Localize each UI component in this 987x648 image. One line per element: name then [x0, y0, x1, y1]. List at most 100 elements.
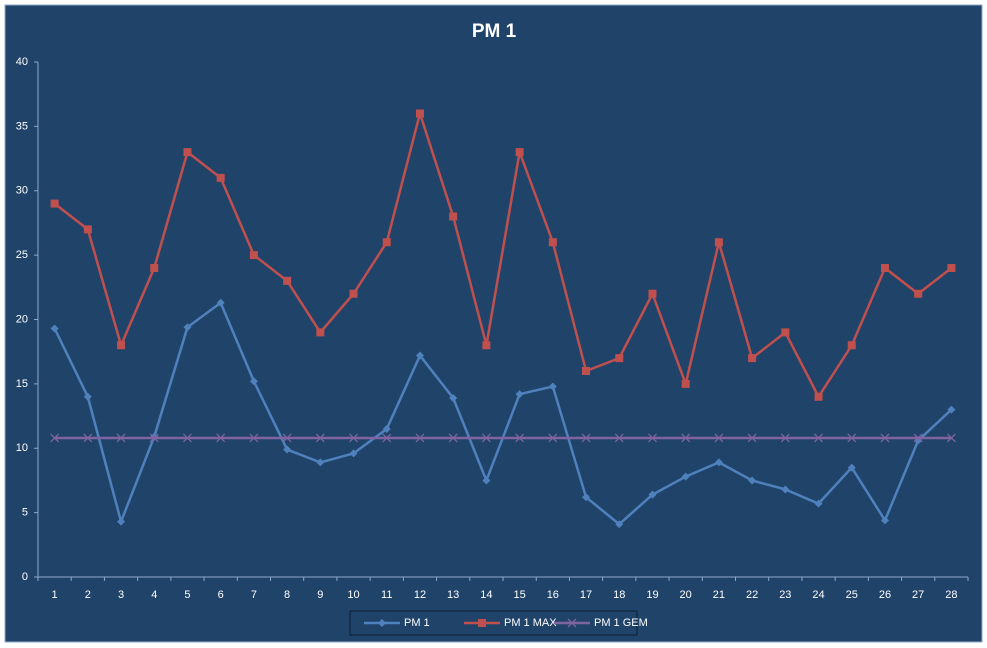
marker: [249, 377, 258, 386]
x-tick-label: 17: [580, 589, 592, 601]
y-tick-label: 35: [16, 120, 28, 132]
x-tick-label: 10: [347, 589, 359, 601]
marker: [216, 433, 226, 443]
marker: [482, 476, 491, 485]
y-tick-label: 25: [16, 249, 28, 261]
y-tick-label: 0: [22, 571, 28, 583]
marker: [615, 520, 624, 529]
marker: [814, 433, 823, 443]
marker: [449, 394, 458, 403]
marker: [283, 445, 292, 454]
x-tick-label: 26: [879, 589, 891, 601]
marker: [83, 225, 92, 234]
marker: [714, 433, 724, 443]
x-tick-label: 22: [746, 589, 758, 601]
marker: [349, 449, 358, 458]
marker: [548, 238, 557, 247]
marker: [83, 392, 92, 401]
x-tick-label: 3: [118, 589, 124, 601]
marker: [748, 354, 757, 363]
x-tick-label: 5: [184, 589, 190, 601]
marker: [681, 433, 691, 443]
marker: [382, 424, 391, 433]
marker: [481, 433, 491, 443]
x-tick-label: 23: [779, 589, 791, 601]
y-tick-label: 5: [22, 507, 28, 519]
marker: [648, 490, 657, 499]
marker: [615, 354, 624, 363]
marker: [382, 238, 391, 247]
marker: [117, 341, 126, 350]
marker: [50, 324, 59, 333]
marker: [449, 212, 458, 221]
marker: [515, 390, 524, 399]
marker: [947, 264, 956, 272]
x-tick-label: 11: [381, 589, 392, 601]
marker: [482, 341, 491, 350]
marker: [913, 433, 923, 443]
y-tick-label: 20: [16, 313, 28, 325]
marker: [880, 264, 889, 272]
legend-label: PM 1: [404, 617, 430, 629]
marker: [183, 433, 192, 443]
marker: [50, 199, 59, 208]
x-tick-label: 15: [513, 589, 525, 601]
marker: [814, 499, 823, 508]
marker: [582, 493, 591, 502]
x-tick-label: 4: [151, 589, 157, 601]
marker: [150, 264, 159, 272]
y-tick-label: 30: [16, 185, 28, 197]
marker: [581, 433, 591, 443]
legend-label: PM 1 GEM: [594, 617, 648, 629]
marker: [50, 433, 60, 443]
marker: [781, 485, 790, 494]
x-tick-label: 7: [251, 589, 257, 601]
x-tick-label: 20: [680, 589, 692, 601]
x-tick-label: 1: [52, 589, 58, 601]
marker: [478, 619, 486, 627]
marker: [448, 433, 458, 443]
y-tick-label: 40: [16, 56, 28, 68]
marker: [116, 433, 126, 443]
marker: [183, 323, 192, 332]
marker: [378, 619, 386, 627]
x-tick-label: 28: [945, 589, 957, 601]
series-line: [53, 109, 953, 400]
x-tick-label: 24: [812, 589, 824, 601]
marker: [216, 173, 225, 182]
y-tick-label: 10: [16, 442, 28, 454]
x-tick-label: 8: [284, 589, 290, 601]
marker: [117, 517, 126, 526]
chart-area: [4, 4, 983, 643]
marker: [567, 618, 577, 628]
marker: [249, 433, 259, 443]
x-tick-label: 25: [846, 589, 858, 601]
marker: [548, 382, 557, 391]
x-tick-label: 16: [547, 589, 559, 601]
marker: [747, 433, 757, 443]
marker: [614, 433, 624, 443]
marker: [748, 476, 757, 485]
marker: [714, 458, 723, 467]
marker: [781, 328, 790, 337]
x-tick-label: 21: [713, 589, 725, 601]
marker: [880, 433, 890, 443]
marker: [415, 433, 425, 443]
marker: [780, 433, 790, 443]
marker: [282, 433, 292, 443]
marker: [847, 463, 856, 472]
marker: [648, 289, 657, 298]
marker: [814, 392, 823, 401]
marker: [847, 433, 857, 443]
marker: [946, 433, 956, 443]
x-tick-label: 12: [414, 589, 426, 601]
marker: [249, 251, 258, 260]
marker: [283, 276, 292, 285]
marker: [681, 472, 690, 481]
marker: [83, 433, 93, 443]
marker: [415, 351, 424, 360]
x-tick-label: 18: [613, 589, 625, 601]
marker: [914, 289, 923, 298]
x-tick-label: 14: [480, 589, 492, 601]
